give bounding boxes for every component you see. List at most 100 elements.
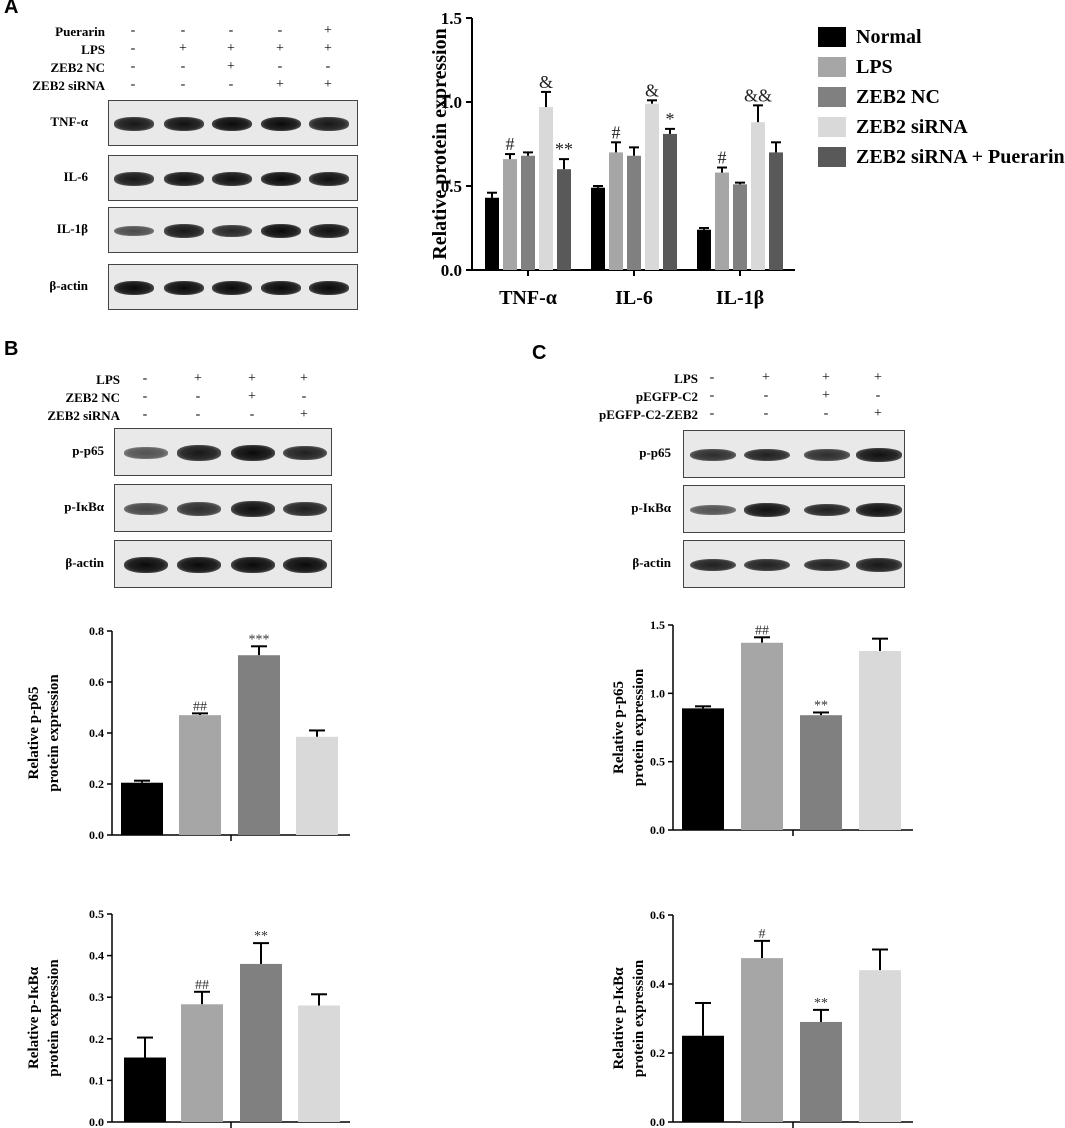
- panel-a-blot-strip-tnf: [108, 100, 358, 146]
- panel-a-sign-zeb2-nc-lane-5: -: [325, 59, 331, 74]
- chart-b-p-ikba-bar-zeb2-nc: [240, 963, 282, 1122]
- panel-a-band-il-6-lane-5: [309, 172, 349, 186]
- chart-c-p-ikba-bar-zeb2-nc: [800, 1021, 842, 1122]
- chart-c-p-p65-significance-mark: **: [814, 698, 828, 713]
- chart-b-p-ikba-y-tick-label: 0.5: [89, 907, 104, 921]
- panel-c-band-p-i-b-lane-4: [856, 503, 902, 517]
- chart-b-p-p65-significance-mark: ##: [193, 699, 207, 714]
- chart-a-bar-normal-tnf: [485, 197, 499, 270]
- panel-c-sign-pegfp-c2-lane-1: -: [709, 388, 715, 403]
- panel-a-condition-label-lps: LPS: [81, 42, 105, 57]
- chart-b-p-p65-bar-zeb2-sirna: [296, 736, 338, 835]
- panel-b-band-p-i-b-lane-2: [177, 502, 221, 516]
- panel-c-sign-lps-lane-2: +: [762, 370, 770, 385]
- chart-c-p-p65-y-tick-label: 0.0: [650, 823, 665, 837]
- panel-a-sign-lps-lane-3: +: [227, 41, 235, 56]
- panel-b-sign-lps-lane-4: +: [300, 371, 308, 386]
- chart-a-legend-label: LPS: [856, 55, 893, 78]
- chart-b-p-p65-y-axis-label-line-2: protein expression: [46, 674, 62, 792]
- chart-a-legend-item-zeb2-sirna-puerarin: ZEB2 siRNA + Puerarin: [818, 142, 1065, 172]
- panel-b-sign-zeb2-sirna-lane-1: -: [142, 407, 148, 422]
- chart-a-significance-mark: *: [666, 109, 675, 129]
- chart-a-legend-label: ZEB2 siRNA: [856, 115, 968, 138]
- panel-a-band-actin-lane-1: [114, 281, 154, 295]
- panel-a-band-il-1-lane-2: [164, 224, 204, 238]
- chart-a-legend-swatch: [818, 87, 846, 107]
- chart-b-p-p65-y-tick-label: 0.8: [89, 624, 104, 638]
- chart-a-legend-label: ZEB2 NC: [856, 85, 940, 108]
- chart-a-bar-zeb2-sirna-tnf: [539, 107, 553, 270]
- chart-b-p-p65-y-tick-label: 0.4: [89, 726, 104, 740]
- panel-a-sign-lps-lane-2: +: [179, 41, 187, 56]
- panel-a-sign-puerarin-lane-1: -: [130, 23, 136, 38]
- panel-c-band-p-i-b-lane-2: [744, 503, 790, 517]
- chart-a-bar-zeb2-sirna-il-1: [751, 122, 765, 270]
- chart-b-p-ikba-y-tick-label: 0.3: [89, 990, 104, 1004]
- panel-c-band-p-p65-lane-4: [856, 448, 902, 462]
- chart-a-legend: Normal LPS ZEB2 NC ZEB2 siRNA ZEB2 siRNA + P…: [818, 22, 1065, 172]
- chart-a-legend-item-zeb2-sirna: ZEB2 siRNA: [818, 112, 1065, 142]
- chart-c-p-ikba-y-tick-label: 0.4: [650, 977, 665, 991]
- panel-c-sign-lps-lane-3: +: [822, 370, 830, 385]
- panel-b-sign-zeb2-nc-lane-2: -: [195, 389, 201, 404]
- chart-a-legend-swatch: [818, 57, 846, 77]
- panel-c-blot-label-p-i-b: p-IκBα: [631, 500, 671, 515]
- chart-c-p-ikba-bar-zeb2-sirna: [859, 970, 901, 1122]
- panel-a-sign-zeb2-sirna-lane-5: +: [324, 77, 332, 92]
- chart-b-p-ikba-y-tick-label: 0.2: [89, 1032, 104, 1046]
- chart-c-p-p65-bar-zeb2-nc: [800, 715, 842, 830]
- chart-a-legend-label: Normal: [856, 25, 922, 48]
- chart-a-y-tick-label: 0.0: [441, 261, 462, 280]
- panel-a-band-tnf-lane-3: [212, 117, 252, 131]
- chart-a-significance-mark: &: [645, 80, 659, 100]
- panel-c-blot-label-p-p65: p-p65: [639, 445, 671, 460]
- panel-c-condition-label-pegfp-c2: pEGFP-C2: [635, 389, 698, 404]
- panel-b-band-p-p65-lane-3: [231, 445, 275, 461]
- panel-a-blot-strip-il-6: [108, 155, 358, 201]
- chart-b-p-p65-y-tick-label: 0.6: [89, 675, 104, 689]
- chart-b-p-p65-significance-mark: ***: [249, 632, 270, 647]
- panel-b-band-p-i-b-lane-1: [124, 502, 168, 516]
- panel-c-band-p-i-b-lane-3: [804, 503, 850, 517]
- panel-a-condition-label-zeb2-nc: ZEB2 NC: [50, 60, 105, 75]
- chart-a-bar-zeb2-nc-tnf: [521, 155, 535, 270]
- panel-b-band-p-p65-lane-1: [124, 447, 168, 459]
- panel-letter-a: A: [4, 0, 19, 18]
- chart-a-bar-zeb2-sirna-puerarin-il-6: [663, 133, 677, 270]
- chart-a-bar-zeb2-nc-il-6: [627, 155, 641, 270]
- chart-c-p-p65-y-axis-label-line-2: protein expression: [631, 668, 647, 786]
- panel-a-blot-label-il-1: IL-1β: [56, 221, 88, 236]
- panel-b-blot-strip-p-p65: [114, 428, 332, 476]
- panel-a-sign-zeb2-sirna-lane-1: -: [130, 77, 136, 92]
- panel-b-blot-strip-actin: [114, 540, 332, 588]
- panel-b-condition-label-zeb2-sirna: ZEB2 siRNA: [47, 408, 120, 423]
- chart-a-y-axis-label: Relative protein expression: [429, 28, 451, 259]
- panel-a-sign-puerarin-lane-2: -: [180, 23, 186, 38]
- chart-a-y-tick-label: 0.5: [441, 177, 462, 196]
- panel-letter-c: C: [532, 342, 547, 364]
- chart-c-p-ikba-y-axis-label-line-2: protein expression: [631, 959, 647, 1077]
- chart-c-p-ikba-bar-lps: [741, 958, 783, 1122]
- panel-a-band-il-6-lane-4: [261, 172, 301, 186]
- panel-b-band-p-i-b-lane-3: [231, 501, 275, 517]
- panel-a-sign-puerarin-lane-4: -: [277, 23, 283, 38]
- panel-b-band-p-p65-lane-4: [283, 445, 327, 461]
- panel-b-blot-label-p-i-b: p-IκBα: [64, 499, 104, 514]
- chart-a-bar-zeb2-sirna-puerarin-tnf: [557, 169, 571, 270]
- chart-c-p-p65: 0.0 0.5 1.0 1.5 Relative p-p65 protein expres…: [611, 618, 913, 837]
- chart-a-legend-swatch: [818, 147, 846, 167]
- chart-a-legend-item-zeb2-nc: ZEB2 NC: [818, 82, 1065, 112]
- panel-a-sign-zeb2-sirna-lane-2: -: [180, 77, 186, 92]
- chart-c-p-p65-y-tick-label: 1.5: [650, 618, 665, 632]
- panel-a-sign-zeb2-nc-lane-4: -: [277, 59, 283, 74]
- panel-a-sign-puerarin-lane-3: -: [228, 23, 234, 38]
- panel-c-sign-pegfp-c2-zeb2-lane-3: -: [823, 406, 829, 421]
- chart-b-p-ikba-significance-mark: ##: [195, 978, 209, 993]
- panel-a-condition-label-puerarin: Puerarin: [55, 24, 105, 39]
- chart-a-significance-mark: #: [612, 122, 621, 142]
- chart-b-p-p65-bar-lps: [179, 715, 221, 835]
- panel-c-blot-strip-p-p65: [683, 430, 905, 478]
- panel-c-blot-strip-actin: [683, 540, 905, 588]
